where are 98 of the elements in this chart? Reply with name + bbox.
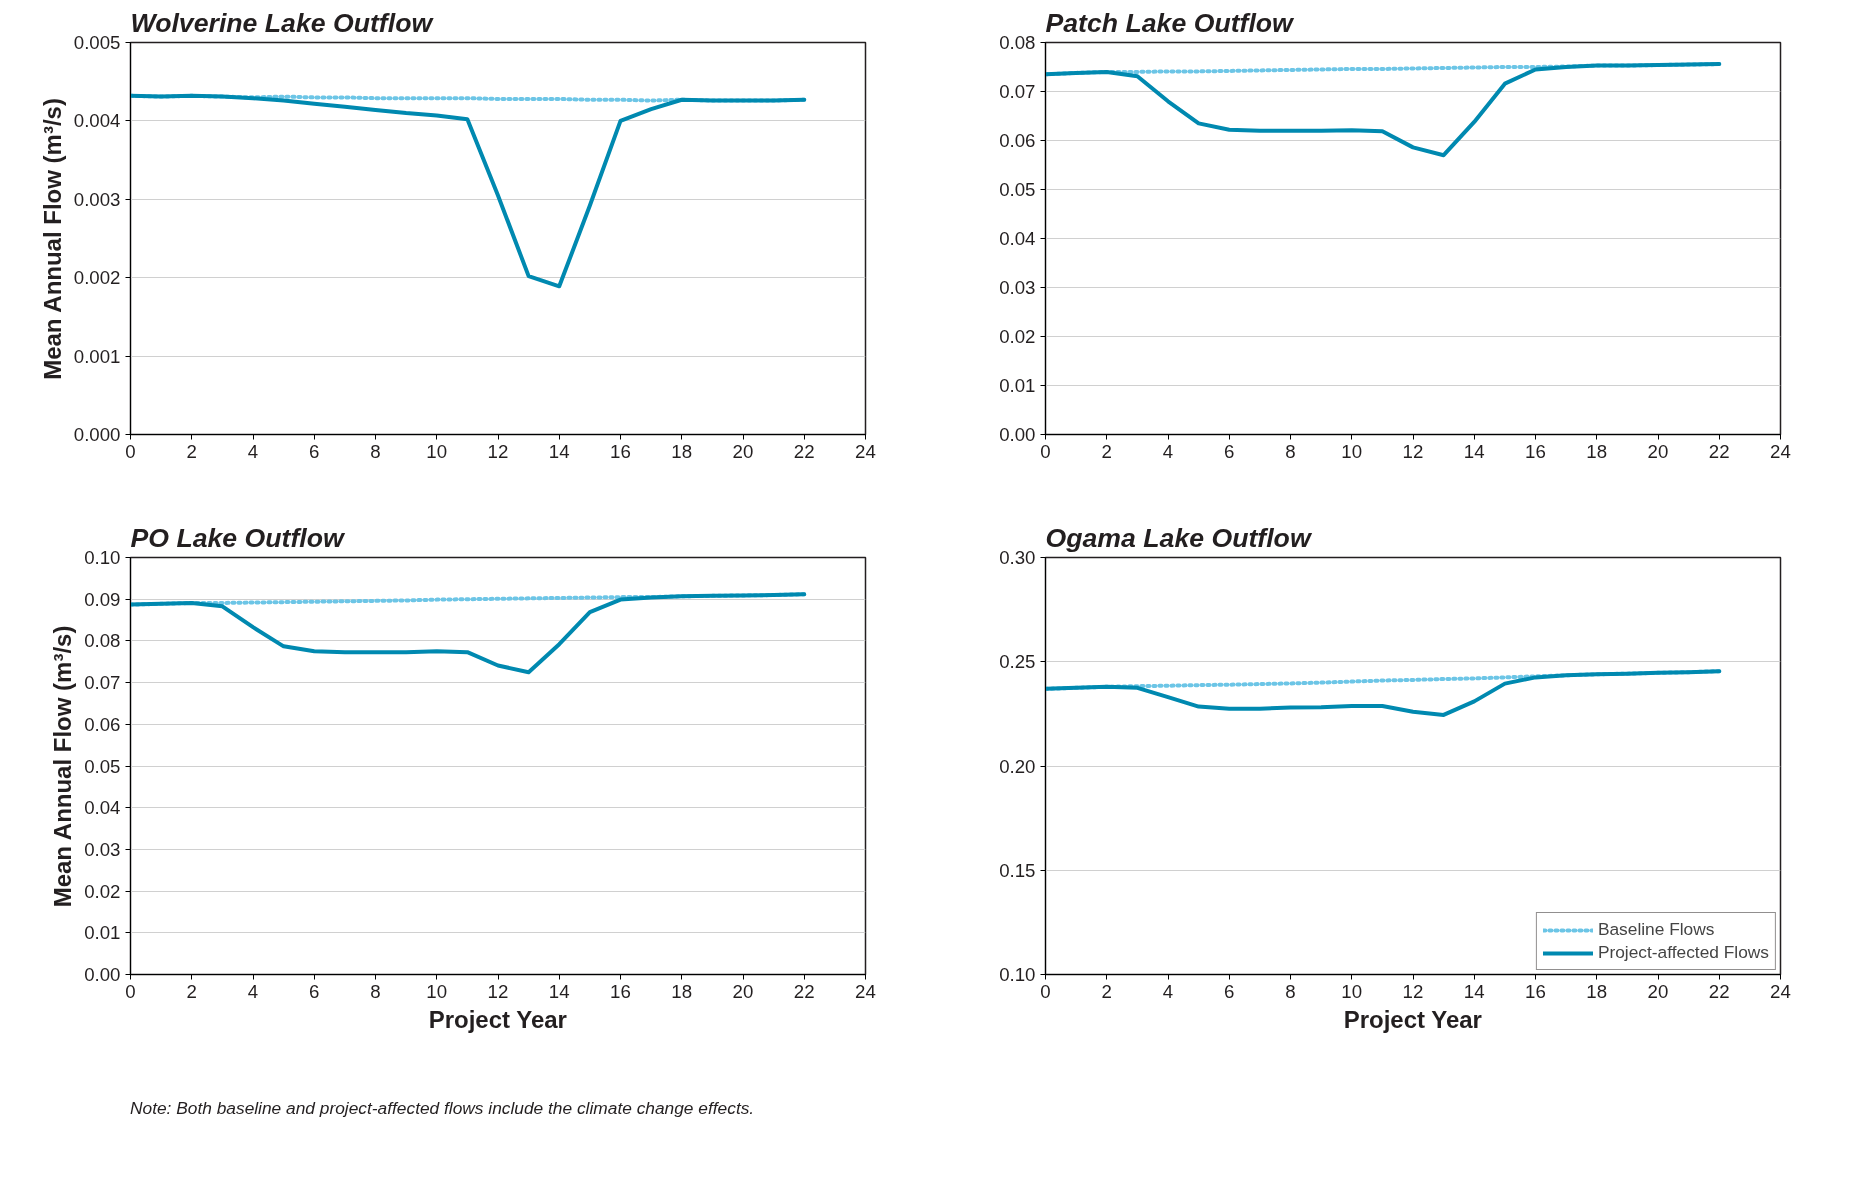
- x-tick-label: 14: [548, 980, 570, 1002]
- line-series: [130, 592, 807, 675]
- x-tick-label: 20: [1647, 440, 1669, 462]
- line-series: [1045, 62, 1722, 158]
- y-tick-label: 0.08: [84, 630, 121, 652]
- y-tick-label: 0.15: [999, 860, 1036, 882]
- x-tick-label: 10: [426, 980, 448, 1002]
- x-tick-label: 18: [1586, 440, 1608, 462]
- legend-label: Project-affected Flows: [1597, 942, 1769, 964]
- x-tick-label: 18: [1586, 980, 1608, 1002]
- x-tick-label: 22: [1708, 980, 1730, 1002]
- x-tick-label: 22: [1708, 440, 1730, 462]
- x-tick-label: 12: [1402, 980, 1424, 1002]
- x-tick-label: 12: [1402, 440, 1424, 462]
- x-tick-label: 24: [1770, 980, 1791, 1002]
- y-tick-label: 0.04: [84, 797, 121, 819]
- x-tick-label: 8: [370, 440, 381, 462]
- x-tick-label: 0: [125, 440, 136, 462]
- text: Note: Both baseline and project-affected flows include the climate change effects.: [130, 1096, 755, 1120]
- line-series: [1045, 669, 1722, 718]
- x-axis-title: Project Year: [428, 1005, 567, 1033]
- x-tick-label: 16: [610, 440, 631, 462]
- y-tick-label: 0.00: [84, 964, 121, 986]
- x-tick-label: 24: [1770, 440, 1791, 462]
- y-tick-label: 0.06: [999, 130, 1036, 151]
- y-tick-label: 0.20: [999, 755, 1036, 777]
- y-tick-label: 0.02: [999, 326, 1036, 347]
- chart-title: Ogama Lake Outflow: [1045, 522, 1313, 553]
- y-tick-label: 0.05: [999, 179, 1036, 200]
- x-tick-label: 2: [186, 980, 197, 1002]
- x-tick-label: 14: [1463, 980, 1485, 1002]
- y-axis-title: Mean Annual Flow (m³/s): [38, 98, 66, 380]
- y-tick-label: 0.004: [73, 110, 121, 132]
- x-tick-label: 24: [855, 440, 876, 462]
- x-tick-label: 6: [1224, 440, 1235, 462]
- x-tick-label: 10: [1341, 440, 1363, 462]
- x-tick-label: 20: [732, 440, 754, 462]
- x-tick-label: 0: [1040, 440, 1051, 462]
- y-tick-label: 0.01: [84, 922, 121, 944]
- x-tick-label: 0: [1040, 980, 1051, 1002]
- y-axis-title: Mean Annual Flow (m³/s): [49, 625, 77, 908]
- x-tick-label: 8: [1285, 980, 1296, 1002]
- y-tick-label: 0.03: [999, 277, 1036, 298]
- x-tick-label: 18: [671, 440, 693, 462]
- y-tick-label: 0.08: [999, 32, 1036, 53]
- y-tick-label: 0.001: [73, 345, 121, 367]
- x-tick-label: 10: [1341, 980, 1363, 1002]
- x-tick-label: 2: [1101, 980, 1112, 1002]
- y-tick-label: 0.10: [999, 964, 1036, 986]
- x-tick-label: 6: [309, 440, 320, 462]
- x-tick-label: 16: [1525, 440, 1546, 462]
- x-tick-label: 2: [1101, 440, 1112, 462]
- legend-label: Baseline Flows: [1597, 919, 1715, 941]
- y-tick-label: 0.05: [84, 755, 121, 777]
- chart-title: PO Lake Outflow: [130, 522, 347, 553]
- chart-title: Patch Lake Outflow: [1045, 7, 1296, 38]
- x-tick-label: 24: [855, 980, 876, 1002]
- x-tick-label: 16: [1525, 980, 1546, 1002]
- x-tick-label: 8: [1285, 440, 1296, 462]
- x-tick-label: 4: [247, 440, 259, 462]
- y-tick-label: 0.01: [999, 375, 1036, 396]
- x-tick-label: 14: [548, 440, 570, 462]
- x-tick-label: 14: [1463, 440, 1485, 462]
- x-tick-label: 4: [247, 980, 259, 1002]
- y-tick-label: 0.07: [84, 672, 121, 694]
- y-tick-label: 0.00: [999, 424, 1036, 445]
- x-tick-label: 22: [793, 980, 815, 1002]
- x-tick-label: 20: [1647, 980, 1669, 1002]
- y-tick-label: 0.04: [999, 228, 1036, 249]
- y-tick-label: 0.07: [999, 81, 1036, 102]
- y-tick-label: 0.03: [84, 839, 121, 861]
- y-tick-label: 0.005: [73, 32, 121, 53]
- x-tick-label: 4: [1162, 440, 1174, 462]
- chart-title: Wolverine Lake Outflow: [130, 7, 435, 38]
- x-tick-label: 18: [671, 980, 693, 1002]
- x-tick-label: 12: [487, 440, 509, 462]
- x-tick-label: 10: [426, 440, 448, 462]
- x-tick-label: 4: [1162, 980, 1174, 1002]
- x-tick-label: 8: [370, 980, 381, 1002]
- y-tick-label: 0.000: [73, 424, 121, 445]
- x-tick-label: 12: [487, 980, 509, 1002]
- x-tick-label: 2: [186, 440, 197, 462]
- x-tick-label: 6: [1224, 980, 1235, 1002]
- y-tick-label: 0.003: [73, 188, 121, 210]
- x-tick-label: 16: [610, 980, 631, 1002]
- x-axis-title: Project Year: [1343, 1005, 1482, 1033]
- y-tick-label: 0.002: [73, 267, 121, 289]
- y-tick-label: 0.30: [999, 547, 1036, 569]
- x-tick-label: 20: [732, 980, 754, 1002]
- x-tick-label: 0: [125, 980, 136, 1002]
- y-tick-label: 0.25: [999, 651, 1036, 673]
- x-tick-label: 22: [793, 440, 815, 462]
- line-series: [130, 93, 807, 289]
- y-tick-label: 0.02: [84, 881, 121, 903]
- x-tick-label: 6: [309, 980, 320, 1002]
- y-tick-label: 0.09: [84, 589, 121, 611]
- y-tick-label: 0.06: [84, 714, 121, 736]
- y-tick-label: 0.10: [84, 547, 121, 569]
